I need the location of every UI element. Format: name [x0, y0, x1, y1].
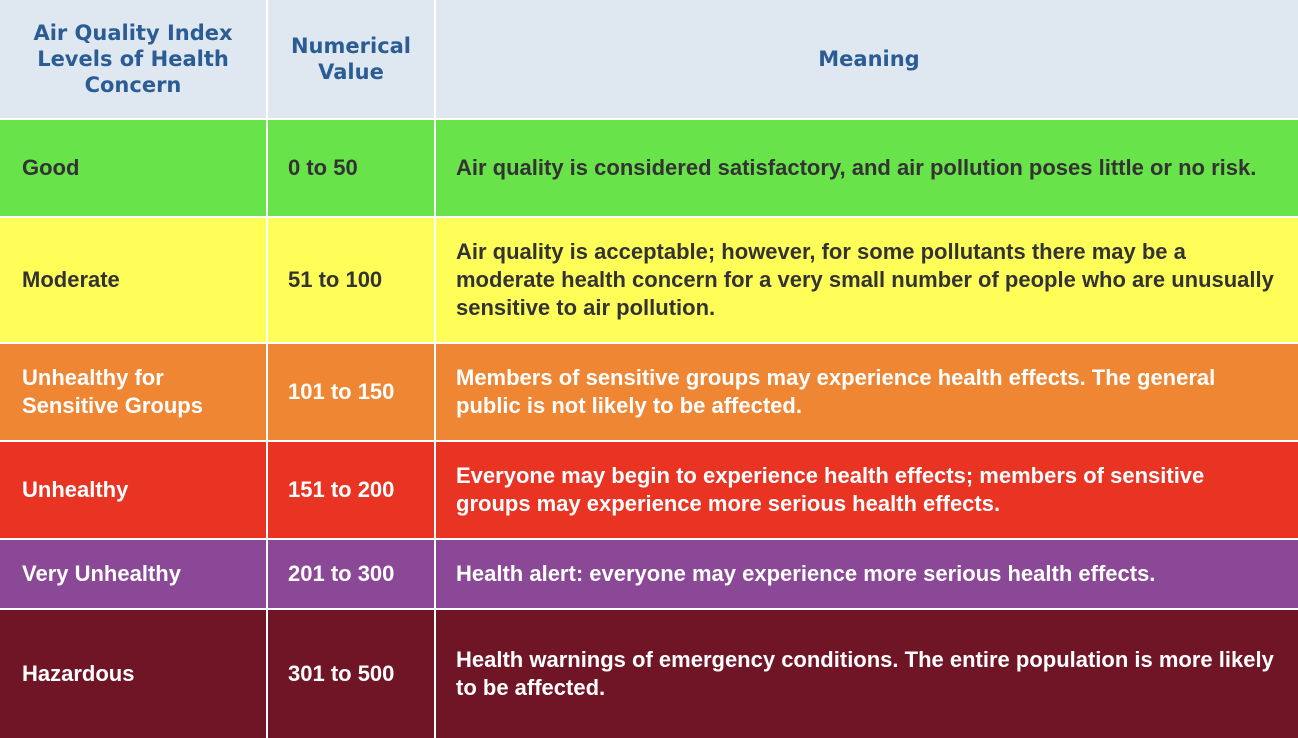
row-hazardous-meaning: Health warnings of emergency conditions.… [436, 610, 1298, 738]
row-usg-value: 101 to 150 [268, 344, 434, 440]
row-very-unhealthy-meaning: Health alert: everyone may experience mo… [436, 540, 1298, 608]
row-moderate-meaning: Air quality is acceptable; however, for … [436, 218, 1298, 342]
row-moderate-value: 51 to 100 [268, 218, 434, 342]
row-usg-meaning: Members of sensitive groups may experien… [436, 344, 1298, 440]
row-very-unhealthy-level: Very Unhealthy [0, 540, 266, 608]
row-moderate-level: Moderate [0, 218, 266, 342]
row-very-unhealthy-value: 201 to 300 [268, 540, 434, 608]
header-value: Numerical Value [268, 0, 434, 118]
row-usg-level: Unhealthy for Sensitive Groups [0, 344, 266, 440]
row-unhealthy-level: Unhealthy [0, 442, 266, 538]
row-hazardous-value: 301 to 500 [268, 610, 434, 738]
header-level: Air Quality Index Levels of Health Conce… [0, 0, 266, 118]
row-unhealthy-meaning: Everyone may begin to experience health … [436, 442, 1298, 538]
row-hazardous-level: Hazardous [0, 610, 266, 738]
row-good-meaning: Air quality is considered satisfactory, … [436, 120, 1298, 216]
row-good-level: Good [0, 120, 266, 216]
header-meaning: Meaning [436, 0, 1298, 118]
row-good-value: 0 to 50 [268, 120, 434, 216]
row-unhealthy-value: 151 to 200 [268, 442, 434, 538]
